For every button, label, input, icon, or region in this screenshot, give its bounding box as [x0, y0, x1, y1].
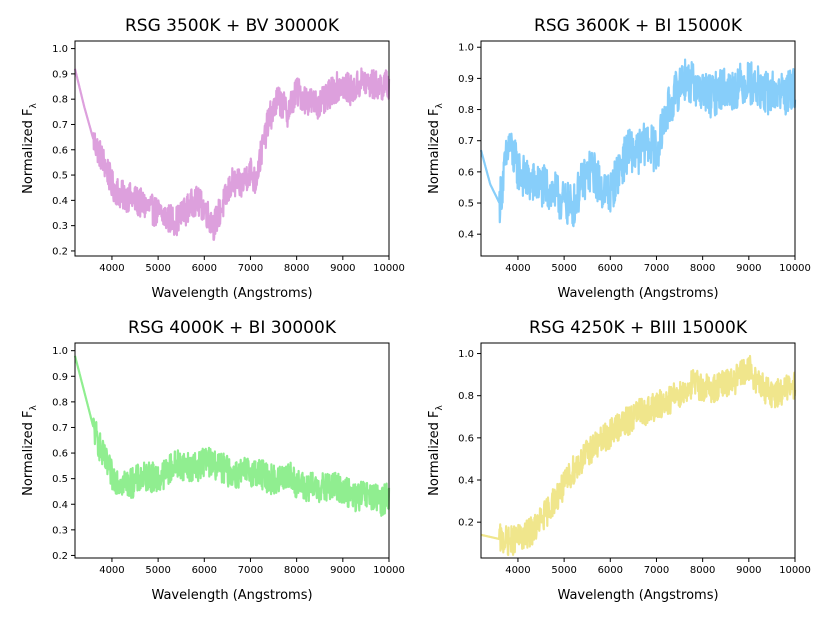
y-tick-label: 0.5 [52, 171, 68, 182]
y-tick-label: 0.7 [52, 423, 68, 434]
x-tick-label: 8000 [690, 565, 715, 576]
chart-title: RSG 3600K + BI 15000K [534, 16, 743, 36]
x-axis-label: Wavelength (Angstroms) [557, 286, 718, 301]
plot-frame [480, 342, 796, 559]
y-tick-label: 0.4 [52, 196, 68, 207]
x-tick-label: 6000 [192, 565, 217, 576]
spectrum-line [480, 354, 797, 557]
y-tick-label: 0.4 [458, 476, 474, 487]
x-tick-label: 5000 [551, 565, 576, 576]
y-tick-label: 1.0 [458, 349, 474, 360]
x-tick-label: 4000 [505, 263, 530, 274]
x-tick-label: 4000 [99, 565, 124, 576]
y-tick-label: 0.7 [52, 120, 68, 131]
x-tick-label: 7000 [238, 263, 263, 274]
x-axis-label: Wavelength (Angstroms) [151, 588, 312, 603]
y-axis-label-main: Normalized F [427, 108, 442, 193]
y-tick-label: 1.0 [52, 44, 68, 55]
y-axis-label: Normalized Fλ [427, 404, 445, 495]
y-tick-label: 0.4 [458, 230, 474, 241]
x-tick-label: 7000 [644, 263, 669, 274]
x-axis-label: Wavelength (Angstroms) [557, 588, 718, 603]
chart-panel-2: 4000 5000 6000 7000 8000 9000 10000 0.4 0.5 0.6 0.… [427, 16, 811, 301]
x-tick-label: 9000 [330, 263, 355, 274]
x-tick-label: 10000 [779, 263, 811, 274]
y-tick-label: 0.2 [52, 246, 68, 257]
x-tick-label: 5000 [145, 263, 170, 274]
y-tick-label: 0.9 [52, 69, 68, 80]
y-tick-label: 0.8 [458, 105, 474, 116]
y-tick-label: 0.6 [458, 167, 474, 178]
y-tick-label: 0.3 [52, 221, 68, 232]
y-axis-label: Normalized Fλ [21, 404, 39, 495]
y-tick-label: 0.4 [52, 500, 68, 511]
y-tick-label: 0.9 [52, 372, 68, 383]
y-axis-label: Normalized Fλ [21, 102, 39, 193]
y-axis-label-main: Normalized F [21, 410, 36, 495]
y-tick-label: 0.6 [52, 145, 68, 156]
x-tick-label: 4000 [99, 263, 124, 274]
plot-frame [480, 40, 796, 257]
y-tick-label: 0.8 [52, 397, 68, 408]
y-tick-label: 0.6 [458, 433, 474, 444]
y-axis-label: Normalized Fλ [427, 102, 445, 193]
x-tick-label: 6000 [598, 263, 623, 274]
chart-panel-1: 4000 5000 6000 7000 8000 9000 10000 0.2 0.3 0.4 0.… [21, 16, 405, 301]
x-tick-label: 10000 [373, 565, 405, 576]
y-axis-label-main: Normalized F [21, 108, 36, 193]
x-tick-label: 9000 [330, 565, 355, 576]
spectrum-line [479, 58, 797, 228]
x-tick-label: 10000 [373, 263, 405, 274]
x-tick-label: 7000 [238, 565, 263, 576]
x-tick-label: 5000 [551, 263, 576, 274]
y-tick-label: 0.7 [458, 136, 474, 147]
y-tick-label: 0.5 [458, 199, 474, 210]
x-tick-label: 8000 [284, 263, 309, 274]
y-tick-label: 0.2 [458, 518, 474, 529]
x-tick-label: 6000 [192, 263, 217, 274]
y-tick-label: 1.0 [458, 43, 474, 54]
y-axis-label-subscript: λ [435, 404, 445, 410]
y-tick-label: 0.5 [52, 474, 68, 485]
chart-title: RSG 3500K + BV 30000K [125, 16, 340, 36]
plot-frame [74, 342, 390, 559]
x-tick-label: 7000 [644, 565, 669, 576]
spectrum-line [73, 67, 391, 241]
y-tick-label: 0.8 [52, 95, 68, 106]
x-axis-label: Wavelength (Angstroms) [151, 286, 312, 301]
x-tick-label: 8000 [690, 263, 715, 274]
y-axis-label-subscript: λ [435, 102, 445, 108]
chart-title: RSG 4000K + BI 30000K [128, 318, 337, 338]
x-tick-label: 5000 [145, 565, 170, 576]
x-tick-label: 4000 [505, 565, 530, 576]
y-tick-label: 1.0 [52, 346, 68, 357]
y-tick-label: 0.9 [458, 74, 474, 85]
y-tick-label: 0.8 [458, 391, 474, 402]
x-tick-label: 6000 [598, 565, 623, 576]
plot-frame [74, 40, 390, 257]
chart-panel-3: 4000 5000 6000 7000 8000 9000 10000 0.2 0.3 0.4 0.… [21, 318, 405, 603]
y-axis-label-subscript: λ [29, 404, 39, 410]
spectrum-line [73, 355, 391, 517]
y-tick-label: 0.3 [52, 525, 68, 536]
chart-panel-4: 4000 5000 6000 7000 8000 9000 10000 0.2 0.4 0.6 0.… [427, 318, 811, 603]
x-tick-label: 9000 [736, 263, 761, 274]
y-axis-label-subscript: λ [29, 102, 39, 108]
x-tick-label: 9000 [736, 565, 761, 576]
chart-title: RSG 4250K + BIII 15000K [529, 318, 748, 338]
x-tick-label: 10000 [779, 565, 811, 576]
y-axis-label-main: Normalized F [427, 410, 442, 495]
y-tick-label: 0.6 [52, 449, 68, 460]
y-tick-label: 0.2 [52, 551, 68, 562]
x-tick-label: 8000 [284, 565, 309, 576]
